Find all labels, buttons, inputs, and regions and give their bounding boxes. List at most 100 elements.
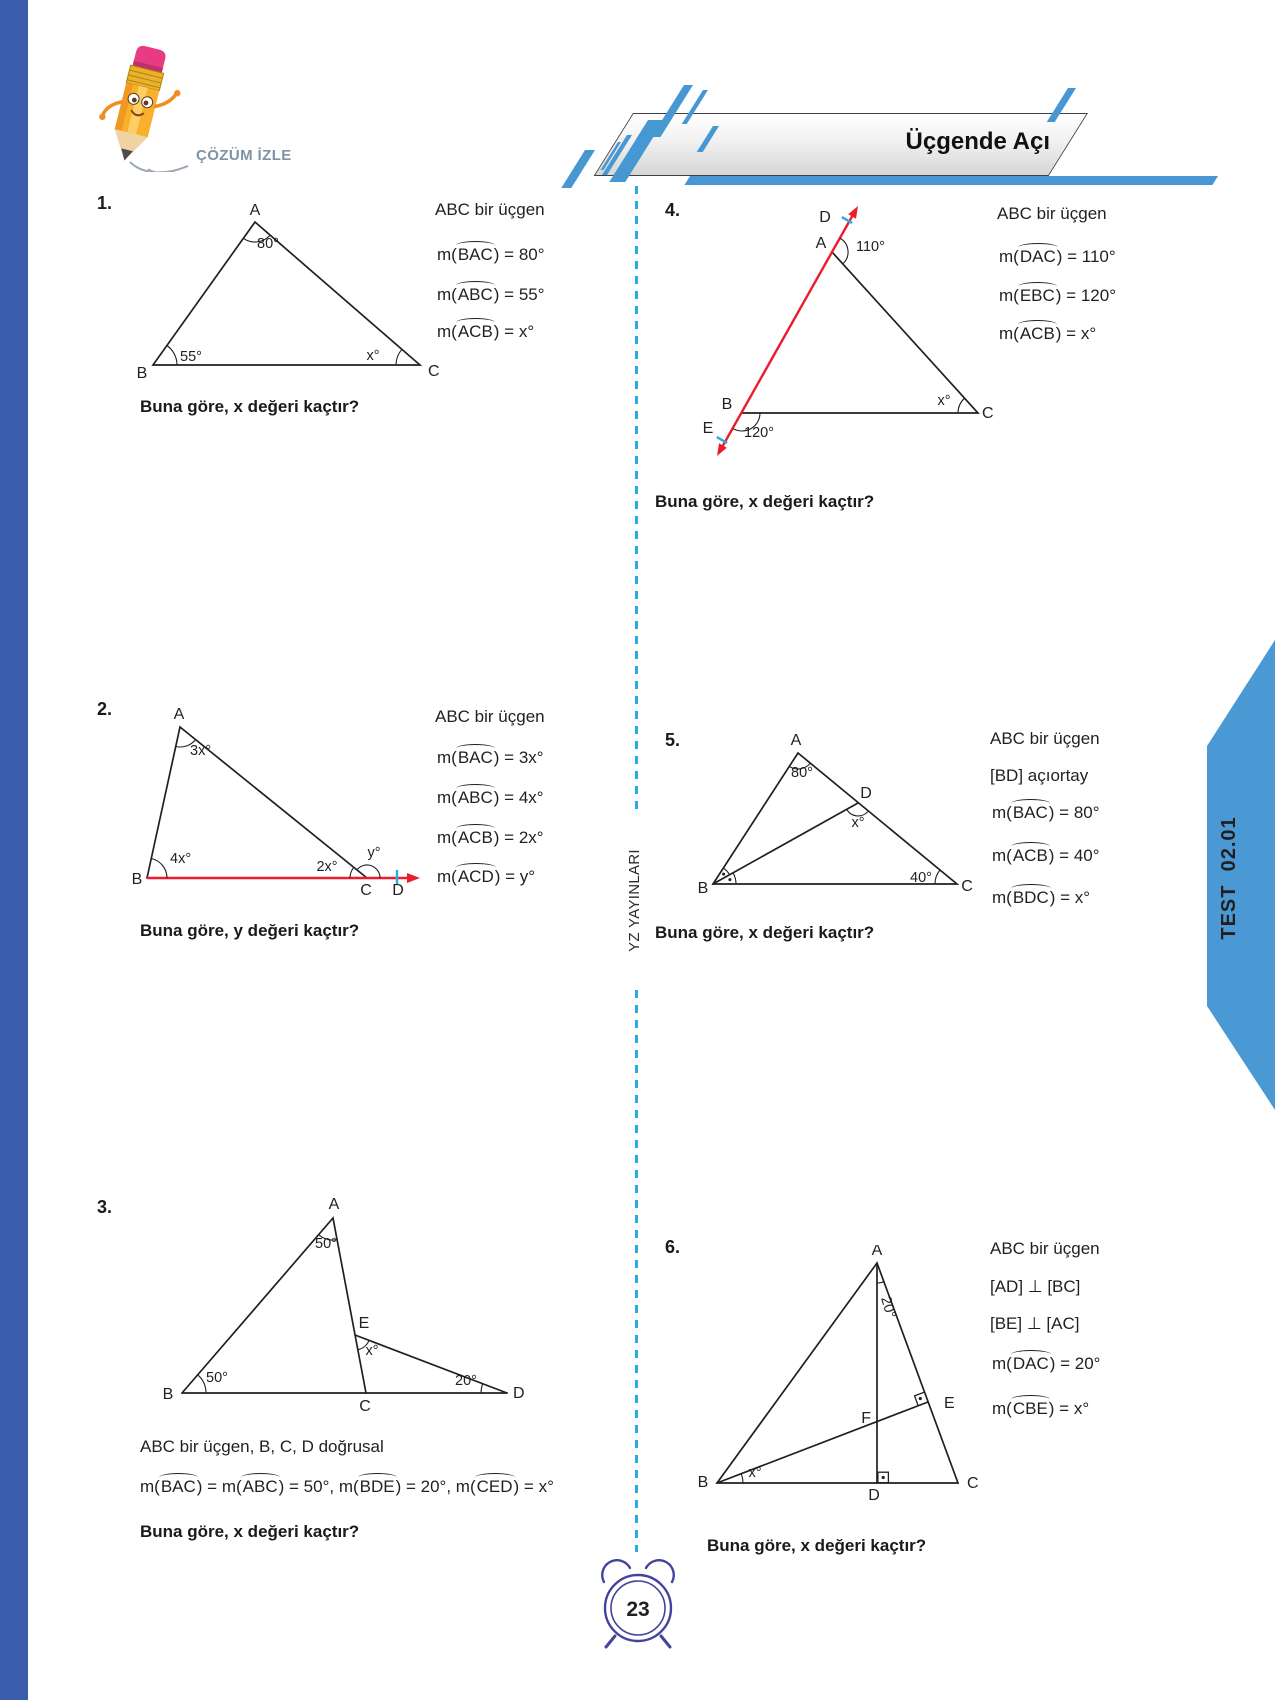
test-number-tab: TEST 02.01 <box>1207 640 1275 1110</box>
formula-text: ) = 2x° <box>493 828 544 847</box>
problem-5-formula-3: m(BDC) = x° <box>992 884 1090 908</box>
page-number: 23 <box>626 1598 649 1621</box>
problem-1-formula-2: m(ABC) = 55° <box>437 281 545 305</box>
angle-arc-c <box>395 348 403 366</box>
clock-outer-ring <box>603 1573 673 1643</box>
vertex-label-b: B <box>722 396 733 413</box>
formula-arc: BAC <box>1010 799 1050 822</box>
angle-label-ext: y° <box>367 845 380 861</box>
bisector-arc-1 <box>722 867 731 875</box>
right-angle-square-e <box>913 1391 925 1407</box>
pencil-arm-left <box>101 100 124 117</box>
angle-arc-a <box>789 762 811 770</box>
formula-text: ) = 110° <box>1056 247 1116 266</box>
problem-3-figure: A B C D E 50° 50° x° 20° <box>163 1196 525 1415</box>
formula-arc: ABC <box>455 281 495 304</box>
test-tab-shape <box>1207 640 1275 1110</box>
bisector-dot-1 <box>722 872 726 876</box>
problem-4-given: ABC bir üçgen <box>997 204 1107 223</box>
angle-arc-c <box>934 869 941 885</box>
problem-5-formula-2: m(ACB) = 40° <box>992 842 1100 866</box>
vertex-label-b: B <box>698 880 709 897</box>
formula-arc: BAC <box>455 744 495 767</box>
problem-2-formula-4: m(ACD) = y° <box>437 863 535 887</box>
problem-4-formula-1: m(DAC) = 110° <box>999 243 1116 267</box>
problem-1-formula-3: m(ACB) = x° <box>437 318 534 342</box>
left-margin-bar <box>0 0 28 1700</box>
angle-arc-a <box>175 739 197 748</box>
ray-arrowhead <box>407 873 420 883</box>
formula-text: m( <box>992 846 1012 865</box>
line-tick-bottom <box>716 436 728 444</box>
formula-text: ) = 80° <box>1048 803 1100 822</box>
vertex-label-d: D <box>860 785 872 802</box>
pencil-graphite <box>121 148 133 161</box>
pencil-body-group <box>99 45 181 161</box>
test-tab-label: TEST 02.01 <box>1218 816 1240 939</box>
formula-text: m( <box>437 285 457 304</box>
pencil-arm-right <box>153 92 178 109</box>
angle-label-a: 50° <box>315 1236 337 1252</box>
bisector-bd <box>712 802 859 885</box>
formula-text: m( <box>992 1399 1012 1418</box>
angle-arc-a <box>243 234 271 243</box>
problem-1-question: Buna göre, x değeri kaçtır? <box>140 397 360 416</box>
angle-label-a: 80° <box>791 765 813 781</box>
angle-arc-b <box>732 412 761 432</box>
angle-arc-d <box>846 809 869 817</box>
right-angle-square-d <box>877 1471 890 1484</box>
publisher-watermark-text: YZ YAYINLARI <box>625 848 643 952</box>
formula-text: ) = x° <box>513 1477 554 1496</box>
angle-arc-b <box>740 1473 744 1484</box>
line-arrowhead-bottom <box>717 443 727 456</box>
vertex-label-b: B <box>137 365 148 382</box>
formula-arc: BDE <box>357 1473 397 1496</box>
formula-arc: BDC <box>1010 884 1051 907</box>
angle-arc-c <box>957 397 965 414</box>
segment-ed <box>354 1334 508 1394</box>
right-angle-dot-d <box>881 1475 885 1480</box>
formula-text: ) = 55° <box>493 285 545 304</box>
vertex-label-d: D <box>868 1487 880 1504</box>
pencil-smile <box>130 109 145 117</box>
problem-6-number: 6. <box>665 1237 681 1257</box>
formula-text: m( <box>999 324 1019 343</box>
clock-leg-left <box>604 1634 617 1649</box>
right-angle-dot-e <box>918 1396 922 1401</box>
vertex-label-a: A <box>250 202 261 219</box>
angle-label-b: 55° <box>180 349 202 365</box>
formula-text: m( <box>437 322 457 341</box>
problem-5-question: Buna göre, x değeri kaçtır? <box>655 923 875 942</box>
vertex-label-b: B <box>163 1386 174 1403</box>
page-title: Üçgende Açı <box>905 128 1050 155</box>
formula-text: m( <box>992 1354 1012 1373</box>
formula-arc: ACB <box>455 824 495 847</box>
problem-1-formula-1: m(BAC) = 80° <box>437 241 545 265</box>
alarm-clock-icon: 23 <box>601 1559 675 1649</box>
pencil-eraser-shade <box>132 60 163 73</box>
formula-text: m( <box>437 867 457 886</box>
angle-label-b: 4x° <box>170 851 191 867</box>
vertex-label-a: A <box>816 235 827 252</box>
problem-2-formula-1: m(BAC) = 3x° <box>437 744 544 768</box>
problem-1-figure: A B C 80° 55° x° <box>137 202 440 382</box>
triangle-sides-ac-cb <box>741 251 980 414</box>
problem-6-formula-2: m(CBE) = x° <box>992 1395 1089 1419</box>
problem-5-number: 5. <box>665 730 681 750</box>
problem-3-question: Buna göre, x değeri kaçtır? <box>140 1522 360 1541</box>
angle-label-a: 20° <box>877 1295 898 1320</box>
angle-label-a: 110° <box>856 239 885 255</box>
pencil-swoosh-2 <box>147 167 183 172</box>
angle-label-c: x° <box>366 348 379 364</box>
vertex-label-c: C <box>428 363 440 380</box>
triangle-abc <box>715 1261 960 1484</box>
angle-arc-b <box>151 857 168 879</box>
formula-text: m( <box>992 803 1012 822</box>
problem-2-formula-3: m(ACB) = 2x° <box>437 824 544 848</box>
vertex-label-d: D <box>392 882 404 899</box>
angle-label-c: x° <box>937 393 950 409</box>
formula-text: m( <box>999 286 1019 305</box>
problem-1-number: 1. <box>97 193 113 213</box>
formula-arc: ABC <box>240 1473 280 1496</box>
vertex-label-c: C <box>967 1475 979 1492</box>
